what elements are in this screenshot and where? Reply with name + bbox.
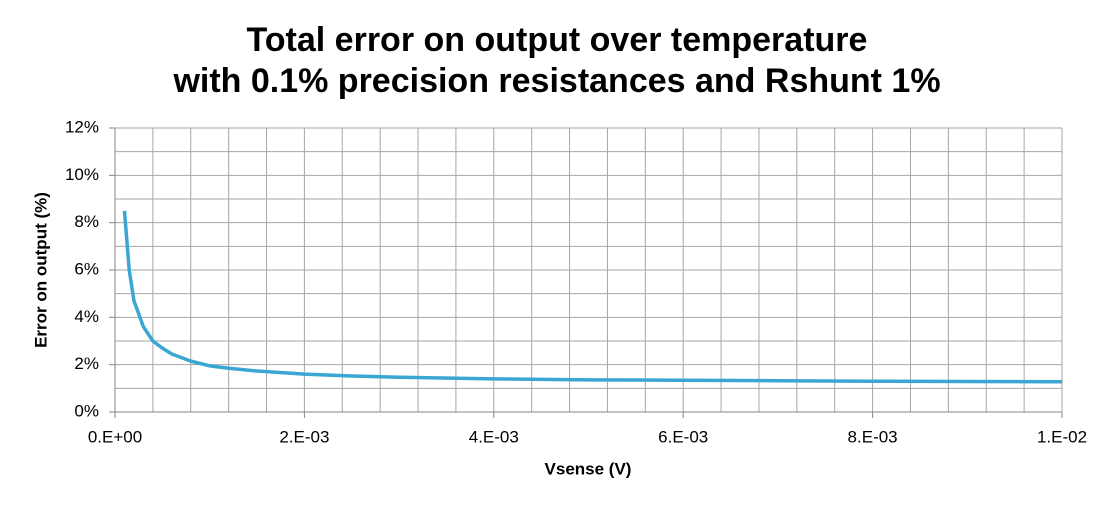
y-tick-label: 2% xyxy=(74,354,99,373)
y-tick-label: 12% xyxy=(65,117,99,136)
x-tick-label: 4.E-03 xyxy=(469,427,519,446)
y-axis-title: Error on output (%) xyxy=(31,192,50,348)
y-tick-label: 4% xyxy=(74,307,99,326)
y-tick-label: 10% xyxy=(65,165,99,184)
chart-title: with 0.1% precision resistances and Rshu… xyxy=(172,62,940,100)
y-tick-label: 0% xyxy=(74,401,99,420)
y-tick-label: 8% xyxy=(74,212,99,231)
chart-title: Total error on output over temperature xyxy=(247,21,868,59)
x-tick-label: 2.E-03 xyxy=(279,427,329,446)
x-tick-label: 6.E-03 xyxy=(658,427,708,446)
data-line xyxy=(122,210,1063,384)
x-tick-label: 1.E-02 xyxy=(1037,427,1087,446)
x-axis-title: Vsense (V) xyxy=(545,459,632,478)
x-tick-label: 8.E-03 xyxy=(848,427,898,446)
x-tick-label: 0.E+00 xyxy=(88,427,142,446)
y-tick-label: 6% xyxy=(74,259,99,278)
